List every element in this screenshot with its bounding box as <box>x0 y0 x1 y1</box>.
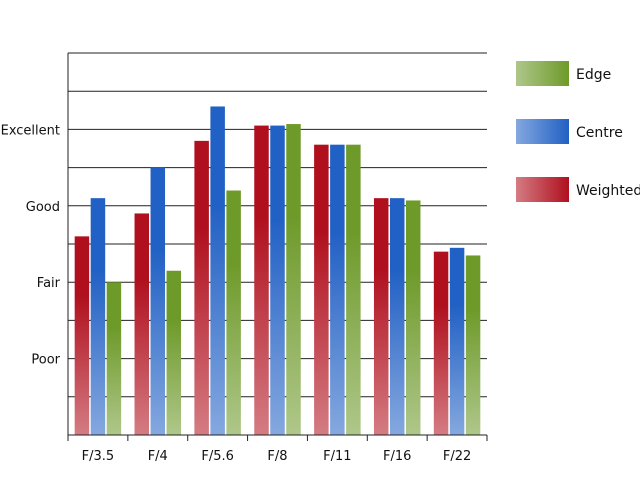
x-tick-label-f-8: F/8 <box>267 449 287 464</box>
bar-weighted-f-8 <box>254 125 269 435</box>
legend-label-edge: Edge <box>576 67 611 83</box>
y-tick-label-excellent: Excellent <box>1 123 60 138</box>
y-tick-label-good: Good <box>26 200 60 215</box>
bar-centre-f-8 <box>270 125 285 435</box>
bar-centre-f-5-6 <box>210 106 225 435</box>
bars <box>74 106 481 436</box>
legend-swatch-centre <box>516 119 569 144</box>
legend-label-weighted: Weighted <box>576 183 640 199</box>
legend-swatch-edge <box>516 61 569 86</box>
bar-centre-f-22 <box>449 247 465 435</box>
bar-centre-f-16 <box>389 198 405 435</box>
x-tick-label-f-22: F/22 <box>443 449 471 464</box>
bar-edge-f-11 <box>346 144 361 435</box>
bar-weighted-f-16 <box>373 198 389 435</box>
bar-centre-f-11 <box>330 144 345 435</box>
axes <box>67 53 488 441</box>
bar-centre-f-3-5 <box>90 198 106 435</box>
bar-weighted-f-3-5 <box>74 236 90 435</box>
bar-weighted-f-22 <box>433 251 449 435</box>
x-tick-label-f-5-6: F/5.6 <box>201 449 234 464</box>
legend-swatch-weighted <box>516 177 569 202</box>
bar-weighted-f-4 <box>134 213 150 435</box>
bar-edge-f-22 <box>465 255 481 435</box>
x-tick-label-f-11: F/11 <box>323 449 351 464</box>
bar-edge-f-16 <box>405 200 421 435</box>
legend: Edge Centre Weighted <box>516 61 640 202</box>
bar-edge-f-4 <box>166 270 182 435</box>
x-tick-label-f-3-5: F/3.5 <box>82 449 115 464</box>
x-tick-label-f-16: F/16 <box>383 449 411 464</box>
bar-edge-f-8 <box>286 124 301 435</box>
x-tick-label-f-4: F/4 <box>148 449 168 464</box>
bar-centre-f-4 <box>150 167 166 435</box>
bar-weighted-f-5-6 <box>194 140 209 436</box>
bar-edge-f-5-6 <box>226 190 241 435</box>
x-tick-labels: F/3.5 F/4 F/5.6 F/8 F/11 F/16 F/22 <box>82 449 472 464</box>
y-tick-label-poor: Poor <box>31 353 60 368</box>
y-tick-label-fair: Fair <box>37 276 61 291</box>
y-tick-labels: Poor Fair Good Excellent <box>1 123 61 367</box>
legend-label-centre: Centre <box>576 125 623 141</box>
bar-weighted-f-11 <box>314 144 329 435</box>
bar-edge-f-3-5 <box>106 282 122 435</box>
